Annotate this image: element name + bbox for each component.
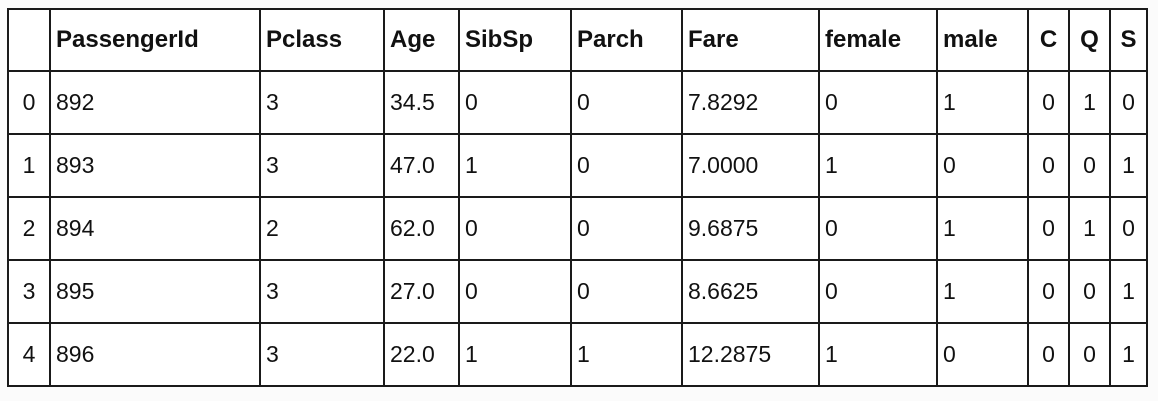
pclass-cell: 3 bbox=[259, 322, 385, 387]
female-cell: 0 bbox=[818, 70, 938, 135]
c-cell: 0 bbox=[1027, 70, 1070, 135]
column-header-pclass: Pclass bbox=[259, 8, 385, 72]
passengerid-cell: 896 bbox=[49, 322, 261, 387]
q-cell: 0 bbox=[1068, 322, 1111, 387]
column-header-female: female bbox=[818, 8, 938, 72]
male-cell: 1 bbox=[936, 196, 1029, 261]
column-header-index bbox=[7, 8, 51, 72]
header-row: PassengerId Pclass Age SibSp Parch Fare … bbox=[7, 8, 1148, 72]
table-row: 3 895 3 27.0 0 0 8.6625 0 1 0 0 1 bbox=[7, 259, 1148, 324]
passengerid-cell: 895 bbox=[49, 259, 261, 324]
male-cell: 0 bbox=[936, 322, 1029, 387]
column-header-fare: Fare bbox=[681, 8, 820, 72]
pclass-cell: 3 bbox=[259, 70, 385, 135]
column-header-male: male bbox=[936, 8, 1029, 72]
row-index-cell: 1 bbox=[7, 133, 51, 198]
parch-cell: 0 bbox=[570, 133, 683, 198]
sibsp-cell: 1 bbox=[458, 322, 572, 387]
row-index-cell: 2 bbox=[7, 196, 51, 261]
pclass-cell: 2 bbox=[259, 196, 385, 261]
age-cell: 22.0 bbox=[383, 322, 460, 387]
age-cell: 27.0 bbox=[383, 259, 460, 324]
q-cell: 0 bbox=[1068, 259, 1111, 324]
dataframe-table: PassengerId Pclass Age SibSp Parch Fare … bbox=[7, 8, 1148, 387]
s-cell: 1 bbox=[1109, 259, 1148, 324]
parch-cell: 1 bbox=[570, 322, 683, 387]
sibsp-cell: 1 bbox=[458, 133, 572, 198]
male-cell: 1 bbox=[936, 70, 1029, 135]
table-row: 4 896 3 22.0 1 1 12.2875 1 0 0 0 1 bbox=[7, 322, 1148, 387]
female-cell: 0 bbox=[818, 196, 938, 261]
age-cell: 62.0 bbox=[383, 196, 460, 261]
age-cell: 34.5 bbox=[383, 70, 460, 135]
passengerid-cell: 893 bbox=[49, 133, 261, 198]
row-index-cell: 3 bbox=[7, 259, 51, 324]
passengerid-cell: 894 bbox=[49, 196, 261, 261]
column-header-sibsp: SibSp bbox=[458, 8, 572, 72]
female-cell: 1 bbox=[818, 133, 938, 198]
column-header-s: S bbox=[1109, 8, 1148, 72]
c-cell: 0 bbox=[1027, 196, 1070, 261]
column-header-c: C bbox=[1027, 8, 1070, 72]
column-header-parch: Parch bbox=[570, 8, 683, 72]
fare-cell: 8.6625 bbox=[681, 259, 820, 324]
passengerid-cell: 892 bbox=[49, 70, 261, 135]
male-cell: 1 bbox=[936, 259, 1029, 324]
pclass-cell: 3 bbox=[259, 133, 385, 198]
q-cell: 1 bbox=[1068, 70, 1111, 135]
fare-cell: 7.0000 bbox=[681, 133, 820, 198]
female-cell: 1 bbox=[818, 322, 938, 387]
row-index-cell: 0 bbox=[7, 70, 51, 135]
fare-cell: 12.2875 bbox=[681, 322, 820, 387]
parch-cell: 0 bbox=[570, 70, 683, 135]
pclass-cell: 3 bbox=[259, 259, 385, 324]
male-cell: 0 bbox=[936, 133, 1029, 198]
parch-cell: 0 bbox=[570, 259, 683, 324]
table-row: 0 892 3 34.5 0 0 7.8292 0 1 0 1 0 bbox=[7, 70, 1148, 135]
column-header-age: Age bbox=[383, 8, 460, 72]
s-cell: 0 bbox=[1109, 196, 1148, 261]
sibsp-cell: 0 bbox=[458, 70, 572, 135]
female-cell: 0 bbox=[818, 259, 938, 324]
dataframe-table-container: PassengerId Pclass Age SibSp Parch Fare … bbox=[7, 8, 1148, 387]
parch-cell: 0 bbox=[570, 196, 683, 261]
table-row: 2 894 2 62.0 0 0 9.6875 0 1 0 1 0 bbox=[7, 196, 1148, 261]
c-cell: 0 bbox=[1027, 322, 1070, 387]
column-header-passengerid: PassengerId bbox=[49, 8, 261, 72]
sibsp-cell: 0 bbox=[458, 259, 572, 324]
s-cell: 0 bbox=[1109, 70, 1148, 135]
c-cell: 0 bbox=[1027, 259, 1070, 324]
s-cell: 1 bbox=[1109, 133, 1148, 198]
q-cell: 0 bbox=[1068, 133, 1111, 198]
s-cell: 1 bbox=[1109, 322, 1148, 387]
row-index-cell: 4 bbox=[7, 322, 51, 387]
age-cell: 47.0 bbox=[383, 133, 460, 198]
column-header-q: Q bbox=[1068, 8, 1111, 72]
sibsp-cell: 0 bbox=[458, 196, 572, 261]
table-row: 1 893 3 47.0 1 0 7.0000 1 0 0 0 1 bbox=[7, 133, 1148, 198]
fare-cell: 9.6875 bbox=[681, 196, 820, 261]
c-cell: 0 bbox=[1027, 133, 1070, 198]
fare-cell: 7.8292 bbox=[681, 70, 820, 135]
q-cell: 1 bbox=[1068, 196, 1111, 261]
